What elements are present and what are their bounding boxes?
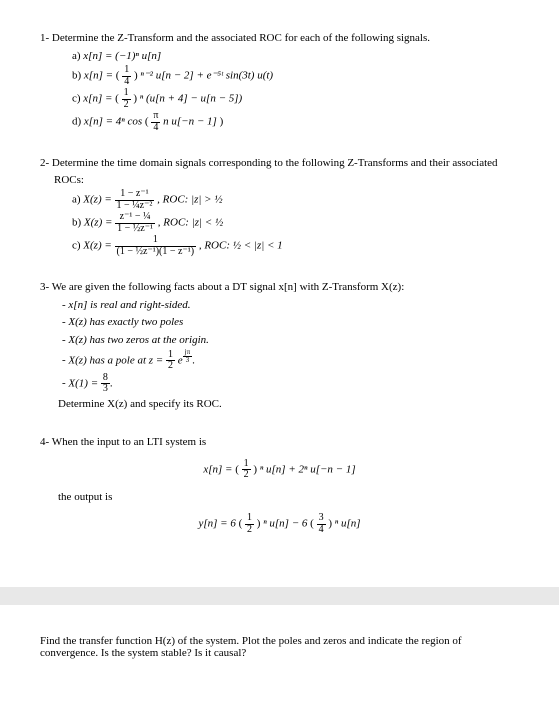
denom: 4: [151, 123, 160, 134]
problem-4-lead: 4- When the input to an LTI system is: [40, 434, 519, 451]
label: d): [72, 116, 84, 128]
open-paren-2: (: [310, 518, 314, 530]
open-paren: (: [145, 116, 149, 128]
post: n u[−n − 1]: [163, 116, 217, 128]
p3-fact-4: X(z) has a pole at z = 1 2 ejπ3.: [40, 349, 519, 372]
close-paren: ): [257, 518, 261, 530]
page-1: 1- Determine the Z-Transform and the ass…: [0, 0, 559, 587]
fraction: 1 4: [122, 65, 131, 87]
denom: 2: [245, 525, 254, 536]
roc: , ROC: |z| > ½: [157, 194, 222, 206]
numer: z⁻¹ − ¼: [115, 212, 155, 224]
post: ⁿ u[n] + 2ⁿ u[−n − 1]: [260, 463, 356, 475]
pre: X(z) =: [83, 194, 114, 206]
denom: 2: [166, 361, 175, 372]
p1-part-b: b) x[n] = ( 1 4 ) ⁿ⁻² u[n − 2] + e⁻⁵ᵗ si…: [40, 65, 519, 87]
p4-output-eq: y[n] = 6 ( 1 2 ) ⁿ u[n] − 6 ( 3 4 ) ⁿ u[…: [40, 513, 519, 535]
fraction-2: 3 4: [317, 513, 326, 535]
pre: X(z) =: [84, 217, 115, 229]
page-2: Find the transfer function H(z) of the s…: [0, 605, 559, 725]
post: ⁿ (u[n + 4] − u[n − 5]): [140, 93, 242, 105]
fraction: z⁻¹ − ¼ 1 − ½z⁻¹: [115, 212, 155, 234]
pre: x[n] =: [84, 70, 116, 82]
label: a): [72, 194, 83, 206]
denom: 2: [242, 470, 251, 481]
pre: X(z) =: [83, 240, 114, 252]
fraction: 1 − z⁻¹ 1 − ¼z⁻²: [115, 189, 155, 211]
p3-fact-3: X(z) has two zeros at the origin.: [40, 332, 519, 349]
numer: π: [151, 111, 160, 123]
label: b): [72, 217, 84, 229]
open-paren: (: [235, 463, 239, 475]
fraction-1: 1 2: [245, 513, 254, 535]
problem-1-lead: 1- Determine the Z-Transform and the ass…: [40, 30, 519, 47]
pre: X(1) =: [68, 377, 100, 389]
open-paren: (: [116, 70, 120, 82]
p1-part-a: a) x[n] = (−1)ⁿ u[n]: [40, 48, 519, 65]
problem-2: 2- Determine the time domain signals cor…: [40, 155, 519, 257]
denom: (1 − ½z⁻¹)(1 − z⁻¹): [115, 247, 197, 258]
pre: y[n] = 6: [198, 518, 238, 530]
fraction: 1 2: [242, 459, 251, 481]
post: ⁿ⁻² u[n − 2] + e⁻⁵ᵗ sin(3t) u(t): [140, 70, 273, 82]
numer: 1: [122, 88, 131, 100]
roc: , ROC: ½ < |z| < 1: [199, 240, 283, 252]
page-gap: [0, 587, 559, 605]
denom: 3: [101, 384, 110, 395]
problem-4: 4- When the input to an LTI system is x[…: [40, 434, 519, 535]
open-paren: (: [239, 518, 243, 530]
expression: x[n] = (−1)ⁿ u[n]: [83, 50, 161, 62]
label: c): [72, 93, 83, 105]
label: a): [72, 50, 83, 62]
p3-fact-2: X(z) has exactly two poles: [40, 314, 519, 331]
fraction: π 4: [151, 111, 160, 133]
fraction: 1 2: [166, 350, 175, 372]
denom: 1 − ½z⁻¹: [115, 224, 155, 235]
problem-1: 1- Determine the Z-Transform and the ass…: [40, 30, 519, 133]
p3-tail: Determine X(z) and specify its ROC.: [40, 396, 519, 413]
p4-input-eq: x[n] = ( 1 2 ) ⁿ u[n] + 2ⁿ u[−n − 1]: [40, 459, 519, 481]
pre: x[n] =: [203, 463, 235, 475]
fraction: 8 3: [101, 373, 110, 395]
problem-3: 3- We are given the following facts abou…: [40, 279, 519, 412]
p2-part-b: b) X(z) = z⁻¹ − ¼ 1 − ½z⁻¹ , ROC: |z| < …: [40, 212, 519, 234]
p4-output-label: the output is: [40, 489, 519, 506]
denom: 2: [122, 100, 131, 111]
pre: X(z) has a pole at z =: [68, 354, 166, 366]
p3-fact-5: X(1) = 8 3 .: [40, 373, 519, 395]
p1-part-c: c) x[n] = ( 1 2 ) ⁿ (u[n + 4] − u[n − 5]…: [40, 88, 519, 110]
p1-part-d: d) x[n] = 4ⁿ cos ( π 4 n u[−n − 1] ): [40, 111, 519, 133]
close-paren: ): [253, 463, 257, 475]
fraction: 1 (1 − ½z⁻¹)(1 − z⁻¹): [115, 235, 197, 257]
roc: , ROC: |z| < ½: [158, 217, 223, 229]
problem-3-lead: 3- We are given the following facts abou…: [40, 279, 519, 296]
numer: 1 − z⁻¹: [115, 189, 155, 201]
pre: x[n] = 4ⁿ cos: [84, 116, 145, 128]
numer: 1: [115, 235, 197, 247]
close-paren: ): [134, 70, 138, 82]
problem-2-lead: 2- Determine the time domain signals cor…: [40, 155, 519, 188]
p2-part-a: a) X(z) = 1 − z⁻¹ 1 − ¼z⁻² , ROC: |z| > …: [40, 189, 519, 211]
numer: 1: [122, 65, 131, 77]
open-paren: (: [115, 93, 119, 105]
close-paren: ): [220, 116, 224, 128]
post: ⁿ u[n]: [335, 518, 361, 530]
fraction: 1 2: [122, 88, 131, 110]
denom: 4: [122, 77, 131, 88]
mid: ⁿ u[n] − 6: [263, 518, 310, 530]
p2-part-c: c) X(z) = 1 (1 − ½z⁻¹)(1 − z⁻¹) , ROC: ½…: [40, 235, 519, 257]
denom: 3: [183, 357, 192, 364]
page-2-text: Find the transfer function H(z) of the s…: [40, 635, 519, 659]
p3-fact-1: x[n] is real and right-sided.: [40, 297, 519, 314]
close-paren: ): [133, 93, 137, 105]
denom: 4: [317, 525, 326, 536]
denom: 1 − ¼z⁻²: [115, 201, 155, 212]
close-paren-2: ): [328, 518, 332, 530]
label: b): [72, 70, 84, 82]
pre: x[n] =: [83, 93, 115, 105]
label: c): [72, 240, 83, 252]
exp-frac: jπ3: [183, 349, 192, 365]
